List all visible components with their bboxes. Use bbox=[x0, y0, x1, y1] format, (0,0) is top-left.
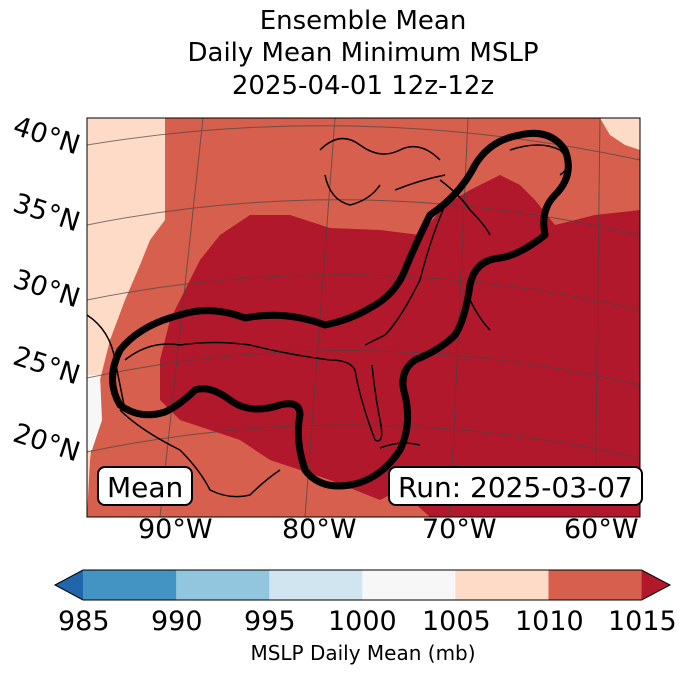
colorbar-tick-1005: 1005 bbox=[422, 606, 491, 637]
colorbar-tick-1010: 1010 bbox=[515, 606, 584, 637]
pressure-band-1005-1010-northeast bbox=[600, 118, 640, 150]
lon-label-70w: 70°W bbox=[422, 514, 497, 545]
colorbar-extend-below bbox=[55, 570, 83, 600]
pressure-band-1005-1010-west bbox=[87, 118, 165, 517]
coastlines bbox=[87, 137, 569, 498]
pressure-band-1000-1005-west bbox=[87, 375, 102, 450]
pressure-band-above-1015 bbox=[160, 175, 640, 517]
colorbar-tick-995: 995 bbox=[244, 606, 296, 637]
colorbar-segment-995-1000 bbox=[269, 570, 363, 600]
lon-label-80w: 80°W bbox=[282, 514, 357, 545]
mean-label-box: Mean bbox=[97, 466, 194, 506]
run-label-box: Run: 2025-03-07 bbox=[388, 466, 643, 506]
colorbar-segment-1000-1005 bbox=[362, 570, 456, 600]
title-line-2: Daily Mean Minimum MSLP bbox=[187, 38, 539, 68]
lon-label-60w: 60°W bbox=[564, 514, 639, 545]
map-frame bbox=[86, 117, 641, 518]
colorbar-tick-1015: 1015 bbox=[608, 606, 677, 637]
colorbar-tick-990: 990 bbox=[151, 606, 203, 637]
threshold-contour bbox=[109, 129, 572, 490]
title-line-3: 2025-04-01 12z-12z bbox=[231, 71, 495, 101]
colorbar-outline bbox=[53, 569, 672, 601]
colorbar-extend-above bbox=[641, 570, 670, 600]
lon-label-90w: 90°W bbox=[138, 514, 213, 545]
colorbar-segment-985-990 bbox=[83, 570, 177, 600]
colorbar-segment-1005-1010 bbox=[455, 570, 549, 600]
colorbar-tick-1000: 1000 bbox=[328, 606, 397, 637]
colorbar-segment-990-995 bbox=[176, 570, 270, 600]
colorbar-segment-1010-1015 bbox=[548, 570, 643, 600]
colorbar-tick-985: 985 bbox=[58, 606, 110, 637]
colorbar-label: MSLP Daily Mean (mb) bbox=[250, 641, 476, 665]
title-line-1: Ensemble Mean bbox=[259, 6, 467, 36]
